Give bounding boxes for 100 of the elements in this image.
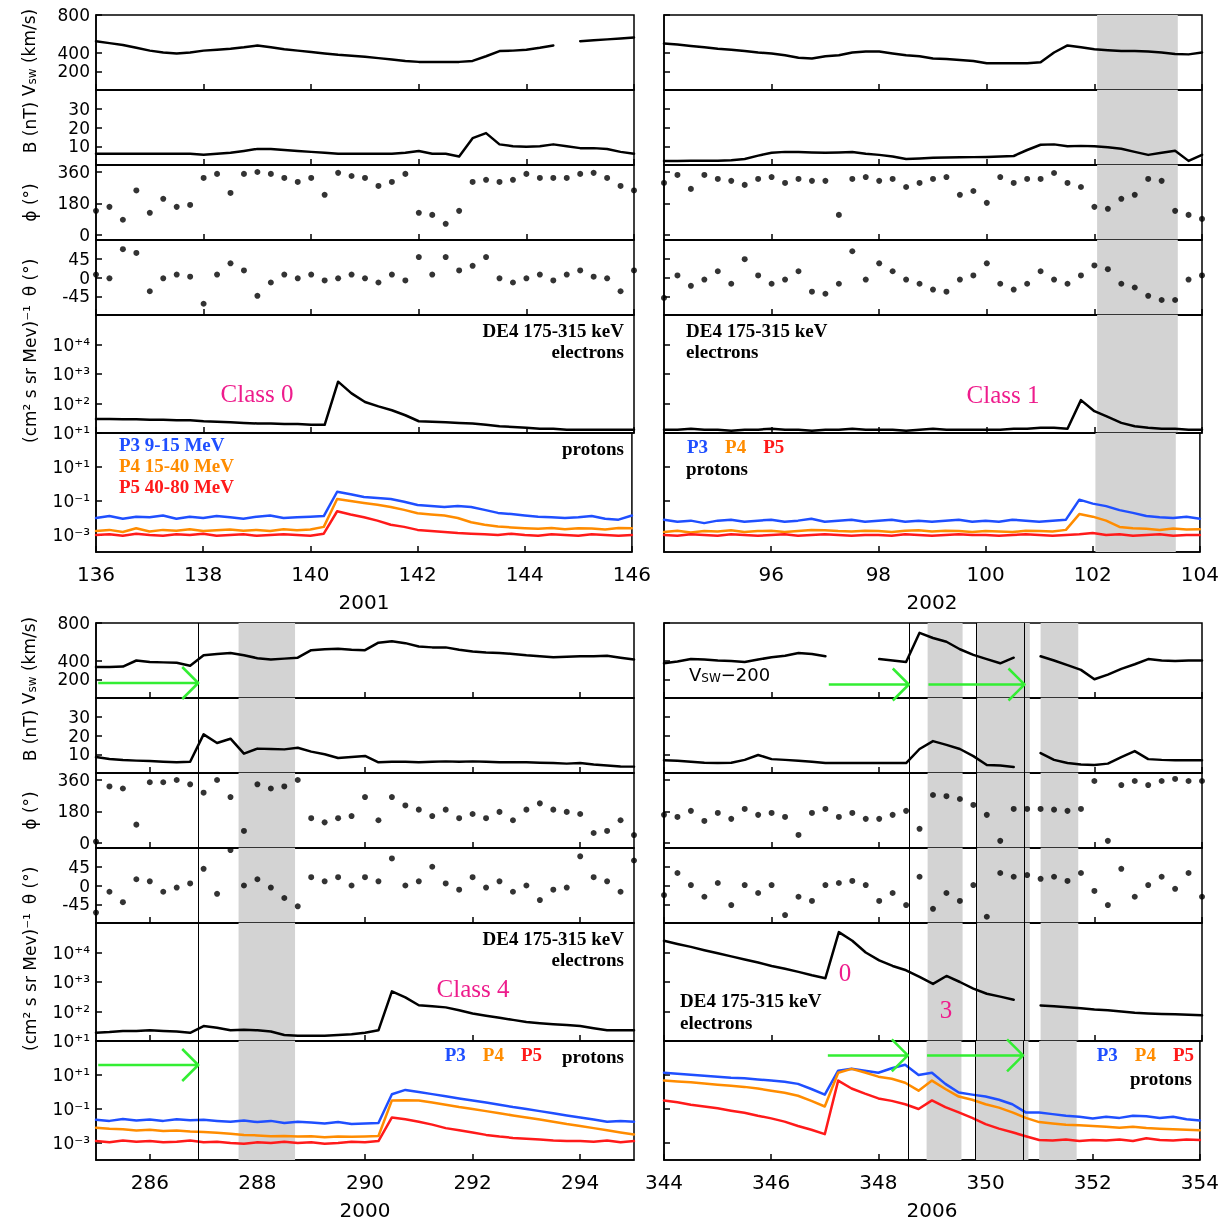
annotation: protons: [1130, 1068, 1192, 1089]
point: [1118, 865, 1125, 872]
point: [375, 182, 382, 189]
point: [1037, 805, 1044, 812]
point: [563, 884, 570, 891]
point: [173, 884, 180, 891]
point: [456, 886, 463, 893]
annotation: 3: [939, 995, 953, 1023]
point: [889, 175, 896, 182]
point: [1158, 778, 1165, 785]
point: [631, 832, 637, 839]
annotation: electrons: [551, 949, 624, 970]
point: [1024, 175, 1031, 182]
point: [388, 794, 395, 801]
y-tick-label: 800: [57, 5, 90, 25]
line-series: [94, 497, 634, 534]
annotation: Class 1: [966, 380, 1040, 408]
point: [173, 271, 180, 278]
line-series: [94, 1098, 636, 1139]
point: [687, 882, 694, 889]
point: [849, 877, 856, 884]
point: [375, 878, 382, 885]
point: [469, 810, 476, 817]
point: [943, 288, 950, 295]
point: [577, 810, 584, 817]
point: [930, 905, 936, 912]
point: [550, 277, 557, 284]
point: [1185, 211, 1192, 218]
series-label: P5 40-80 MeV: [119, 476, 235, 497]
point: [1077, 870, 1084, 876]
x-tick-label: 294: [561, 1170, 600, 1194]
y-axis-title: θ (°): [19, 258, 40, 297]
point: [782, 179, 789, 186]
annotation: DE4 175-315 keV: [686, 320, 828, 341]
point: [916, 280, 923, 287]
point: [1077, 183, 1084, 190]
point: [728, 902, 735, 909]
point: [835, 280, 842, 287]
point: [456, 267, 463, 274]
point: [321, 878, 328, 885]
point: [983, 260, 990, 267]
point: [728, 815, 735, 822]
point: [782, 813, 789, 820]
y-tick-label: 180: [57, 801, 90, 822]
y-axis-title: Vsw (km/s): [18, 8, 39, 97]
x-tick-label: 292: [453, 1170, 492, 1194]
point: [701, 893, 708, 900]
point: [1118, 195, 1125, 202]
point: [469, 874, 476, 881]
point: [119, 216, 126, 223]
point: [728, 280, 735, 287]
annotation: electrons: [686, 341, 759, 362]
y-tick-label: 10⁻³: [52, 525, 90, 545]
point: [795, 831, 802, 838]
point: [1131, 893, 1138, 900]
line-series: [94, 1088, 636, 1126]
point: [1037, 175, 1044, 182]
point: [267, 279, 274, 286]
point: [388, 855, 395, 862]
point: [604, 878, 611, 885]
point: [1104, 205, 1111, 212]
y-tick-label: 360: [57, 161, 90, 182]
point: [889, 811, 896, 818]
point: [1172, 775, 1179, 782]
point: [563, 174, 570, 181]
point: [997, 837, 1004, 844]
point: [1010, 805, 1017, 812]
point: [714, 175, 721, 182]
point: [1091, 262, 1098, 269]
point: [133, 876, 140, 883]
point: [1199, 893, 1205, 900]
point: [429, 813, 436, 820]
point: [701, 276, 708, 283]
point: [240, 267, 247, 274]
point: [536, 271, 543, 278]
text: P3: [1096, 1044, 1118, 1065]
point: [93, 271, 99, 278]
point: [728, 177, 735, 184]
point: [348, 882, 355, 889]
x-tick-label: 136: [76, 562, 116, 586]
point: [308, 174, 315, 181]
point: [335, 815, 342, 822]
annotation: Class 4: [436, 974, 510, 1002]
point: [631, 857, 637, 864]
point: [755, 175, 762, 182]
point: [106, 783, 113, 790]
point: [294, 275, 301, 282]
point: [1104, 902, 1111, 909]
point: [509, 888, 516, 895]
x-axis-title: 2000: [339, 1198, 391, 1219]
y-tick-label: 45: [68, 248, 90, 269]
point: [509, 176, 516, 183]
point: [755, 272, 762, 279]
point: [133, 187, 140, 194]
text: P5: [763, 436, 785, 457]
point: [1158, 297, 1165, 303]
x-tick-label: 104: [1180, 562, 1220, 586]
y-tick-label: 400: [57, 42, 90, 63]
point: [862, 882, 869, 889]
point: [1104, 837, 1111, 844]
